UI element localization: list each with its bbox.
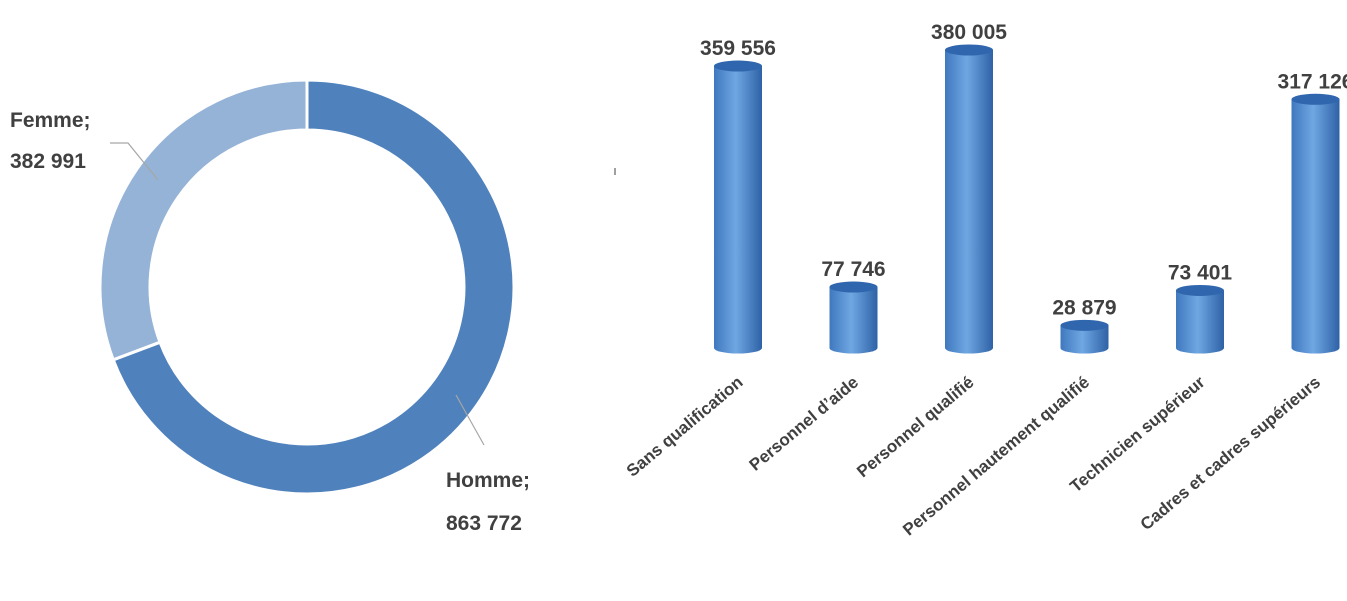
bar-2: [829, 281, 878, 354]
bar-5: [1176, 284, 1224, 354]
category-label: Personnel hautement qualifié: [899, 373, 1093, 540]
leader-line-homme: [455, 394, 485, 446]
bar-value-label: 28 879: [1052, 296, 1116, 319]
bar-value-label: 359 556: [700, 37, 776, 60]
bar-4: [1060, 319, 1109, 354]
category-label: Personnel qualifié: [853, 373, 977, 482]
bar-3: [945, 44, 993, 354]
leader-line-femme: [110, 142, 159, 181]
bar-body: [1291, 99, 1340, 354]
bar-top: [945, 44, 993, 56]
bar-body: [829, 287, 878, 354]
bar-top: [1176, 284, 1224, 296]
gender-donut-chart: Femme; 382 991 Homme; 863 772: [10, 78, 530, 535]
data-label-homme-name: Homme;: [446, 469, 530, 492]
bar-value-label: 77 746: [821, 258, 885, 281]
category-label: Personnel d’aide: [746, 373, 862, 475]
bar-top: [1060, 319, 1109, 331]
donut-slice-homme: [111, 78, 516, 496]
bar-6: [1291, 93, 1340, 354]
bar-body: [1176, 290, 1224, 354]
data-label-femme-name: Femme;: [10, 109, 91, 132]
bar-body: [714, 66, 762, 354]
bar-body: [1060, 325, 1109, 354]
data-label-homme-value: 863 772: [446, 512, 522, 535]
donut-slice-femme: [98, 78, 309, 362]
bar-top: [829, 281, 878, 293]
bar-1: [714, 60, 762, 354]
bar-value-label: 317 126: [1278, 70, 1347, 93]
bar-value-label: 380 005: [931, 21, 1007, 44]
bar-top: [1291, 93, 1340, 105]
bar-value-label: 73 401: [1168, 261, 1233, 284]
category-label: Sans qualification: [623, 373, 747, 481]
category-label: Cadres et cadres supérieurs: [1137, 373, 1324, 535]
data-label-femme-value: 382 991: [10, 150, 86, 173]
bar-body: [945, 50, 993, 354]
bar-top: [714, 60, 762, 72]
